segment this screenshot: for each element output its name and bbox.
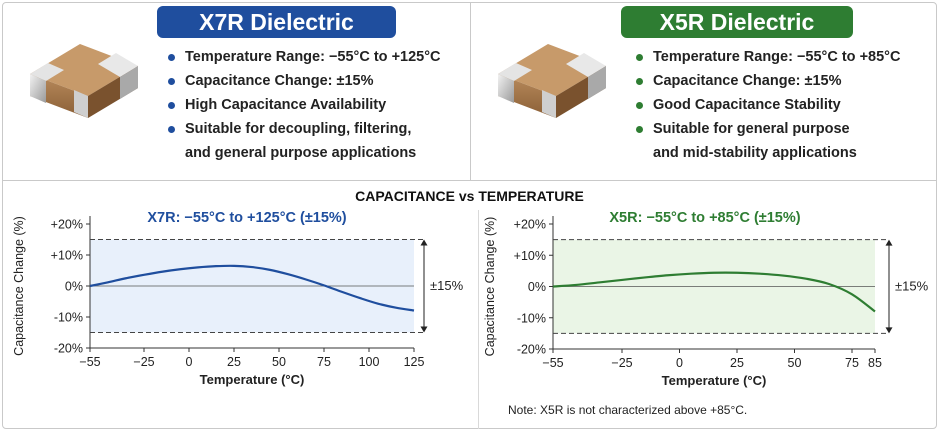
x5r-x-tick-label: 85 bbox=[868, 356, 882, 370]
x5r-feature-stability: Good Capacitance Stability bbox=[636, 93, 900, 117]
x5r-feature-applications-line2: and mid-stability applications bbox=[653, 145, 857, 161]
section-divider bbox=[2, 180, 937, 181]
section-title: CAPACITANCE vs TEMPERATURE bbox=[355, 188, 584, 204]
x5r-feature-list: Temperature Range: −55°C to +85°C Capaci… bbox=[636, 45, 900, 165]
chart-divider bbox=[478, 210, 479, 429]
x5r-series-line bbox=[552, 271, 876, 313]
x5r-note: Note: X5R is not characterized above +85… bbox=[508, 403, 748, 417]
x7r-x-tick-label: 0 bbox=[186, 355, 193, 369]
x7r-series-line bbox=[89, 264, 415, 312]
x7r-y-tick-label: -10% bbox=[54, 311, 83, 325]
x5r-y-axis-label: Capacitance Change (%) bbox=[483, 217, 497, 357]
x5r-band-label: ±15% bbox=[895, 279, 929, 294]
x5r-chart-title: X5R: −55°C to +85°C (±15%) bbox=[609, 210, 800, 226]
x7r-feature-capacitance: Capacitance Change: ±15% bbox=[168, 69, 441, 93]
x7r-feature-applications-line2: and general purpose applications bbox=[185, 145, 417, 161]
x7r-band-label: ±15% bbox=[430, 278, 464, 293]
x5r-x-tick-label: 25 bbox=[730, 356, 744, 370]
x5r-y-tick-label: +10% bbox=[514, 249, 546, 263]
x5r-x-tick-label: 0 bbox=[676, 356, 683, 370]
x7r-feature-temperature: Temperature Range: −55°C to +125°C bbox=[168, 45, 441, 69]
x5r-x-tick-label: 50 bbox=[788, 356, 802, 370]
x7r-title: X7R Dielectric bbox=[157, 6, 396, 38]
x5r-band-arrow-head-bottom bbox=[885, 327, 893, 334]
x5r-feature-applications: Suitable for general purpose and mid-sta… bbox=[636, 117, 900, 165]
x5r-title: X5R Dielectric bbox=[621, 6, 853, 38]
x7r-x-tick-label: 25 bbox=[227, 355, 241, 369]
x7r-feature-applications: Suitable for decoupling, filtering, and … bbox=[168, 117, 441, 165]
x7r-y-tick-label: +10% bbox=[51, 249, 83, 263]
x7r-feature-applications-line1: Suitable for decoupling, filtering, bbox=[185, 121, 412, 137]
x7r-x-tick-label: 75 bbox=[317, 355, 331, 369]
x7r-x-axis-label: Temperature (°C) bbox=[200, 372, 305, 387]
x7r-x-tick-label: 100 bbox=[359, 355, 380, 369]
x7r-x-tick-label: 50 bbox=[272, 355, 286, 369]
x5r-feature-temperature: Temperature Range: −55°C to +85°C bbox=[636, 45, 900, 69]
x7r-capacitor-image bbox=[30, 44, 138, 118]
x7r-band-arrow-head-top bbox=[420, 239, 428, 246]
x5r-band-arrow-head-top bbox=[885, 239, 893, 246]
x5r-y-tick-label: +20% bbox=[514, 218, 546, 232]
x7r-feature-availability: High Capacitance Availability bbox=[168, 93, 441, 117]
x5r-capacitor-image bbox=[498, 44, 606, 118]
x7r-x-tick-label: −25 bbox=[133, 355, 154, 369]
x7r-band-arrow-head-bottom bbox=[420, 326, 428, 333]
x7r-x-tick-label: −55 bbox=[79, 355, 100, 369]
x5r-x-axis-label: Temperature (°C) bbox=[662, 373, 767, 388]
x7r-y-tick-label: 0% bbox=[65, 280, 83, 294]
x7r-y-tick-label: -20% bbox=[54, 342, 83, 356]
x7r-chart: +20% +10% 0% -10% -20%−55 −25 0 25 50 75 100 125 Tem… bbox=[12, 210, 464, 387]
x5r-feature-capacitance: Capacitance Change: ±15% bbox=[636, 69, 900, 93]
x7r-chart-title: X7R: −55°C to +125°C (±15%) bbox=[147, 210, 346, 226]
x7r-y-axis-label: Capacitance Change (%) bbox=[12, 216, 26, 356]
x5r-x-tick-label: −55 bbox=[542, 356, 563, 370]
x5r-chart: +20% +10% 0% -10% -20%−55 −25 0 25 50 75 85 Tempera… bbox=[483, 210, 929, 388]
x5r-x-tick-label: −25 bbox=[611, 356, 632, 370]
x7r-x-tick-label: 125 bbox=[404, 355, 425, 369]
x7r-feature-list: Temperature Range: −55°C to +125°C Capac… bbox=[168, 45, 441, 165]
x5r-y-tick-label: 0% bbox=[528, 280, 546, 294]
header-divider bbox=[470, 2, 471, 180]
x5r-feature-applications-line1: Suitable for general purpose bbox=[653, 121, 850, 137]
x7r-y-tick-label: +20% bbox=[51, 218, 83, 232]
x5r-x-tick-label: 75 bbox=[845, 356, 859, 370]
x5r-y-tick-label: -10% bbox=[517, 311, 546, 325]
x5r-y-tick-label: -20% bbox=[517, 343, 546, 357]
